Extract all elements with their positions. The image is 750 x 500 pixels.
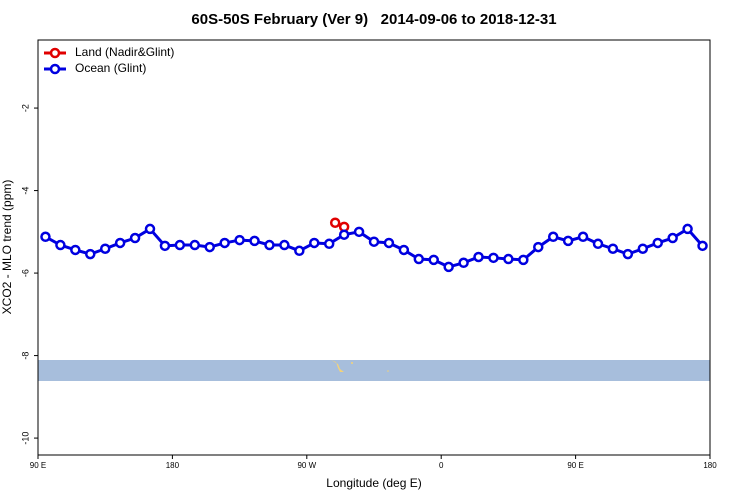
legend-label: Land (Nadir&Glint) [75,45,174,59]
y-tick-label: -2 [20,104,30,112]
land-shape [387,370,389,372]
land-shape [351,362,353,364]
data-point [323,238,335,250]
data-point [329,217,341,228]
data-point [264,239,275,251]
data-point [174,239,186,251]
series-line [44,227,704,269]
data-point [383,237,395,249]
data-point [652,237,663,249]
land-shape [331,360,344,372]
x-tick-label: 0 [439,461,444,470]
x-tick-label: 90 E [30,461,46,470]
data-point [189,239,201,251]
plot-frame [37,39,711,456]
data-point [488,252,499,264]
data-point [159,240,171,252]
data-point [547,231,559,243]
data-point [518,254,529,266]
data-point [99,243,111,254]
data-point [309,237,320,249]
data-point [294,245,305,257]
data-point [667,232,678,244]
data-point [562,235,574,247]
data-point [40,231,51,243]
data-point [533,241,544,253]
legend-marker [49,47,61,59]
data-point [607,243,619,254]
data-point [249,235,260,247]
data-point [85,248,96,260]
x-tick-label: 90 E [567,461,583,470]
data-point [443,261,454,273]
land-strip [38,360,710,381]
data-point [577,231,589,243]
data-point [697,240,708,252]
data-point [682,223,693,235]
data-point [622,248,634,260]
chart-title: 60S-50S February (Ver 9) 2014-09-06 to 2… [191,11,556,28]
data-point [129,232,141,244]
x-tick-label: 180 [703,461,717,470]
data-point [637,243,649,254]
data-point [70,244,81,256]
y-tick-label: -8 [20,352,30,360]
data-point [353,226,365,238]
legend-label: Ocean (Glint) [75,61,146,75]
legend-marker [49,63,61,75]
data-point [279,239,290,251]
x-tick-label: 180 [166,461,180,470]
data-point [204,241,215,253]
data-point [144,223,156,235]
data-point [503,253,514,265]
data-point [458,257,469,269]
x-tick-label: 90 W [297,461,316,470]
data-point [219,237,230,249]
y-tick-label: -6 [20,269,30,277]
data-point [398,244,410,256]
y-tick-label: -10 [20,432,30,445]
y-axis-label: XCO2 - MLO trend (ppm) [0,180,14,315]
y-tick-label: -4 [20,187,30,195]
data-point [234,234,245,246]
data-point [114,237,126,249]
data-point [428,254,439,266]
data-point [592,238,604,250]
data-point [368,236,380,247]
x-axis-label: Longitude (deg E) [326,476,421,490]
data-point [338,229,350,240]
data-point [55,239,66,251]
data-point [473,251,484,263]
data-point [413,253,425,265]
